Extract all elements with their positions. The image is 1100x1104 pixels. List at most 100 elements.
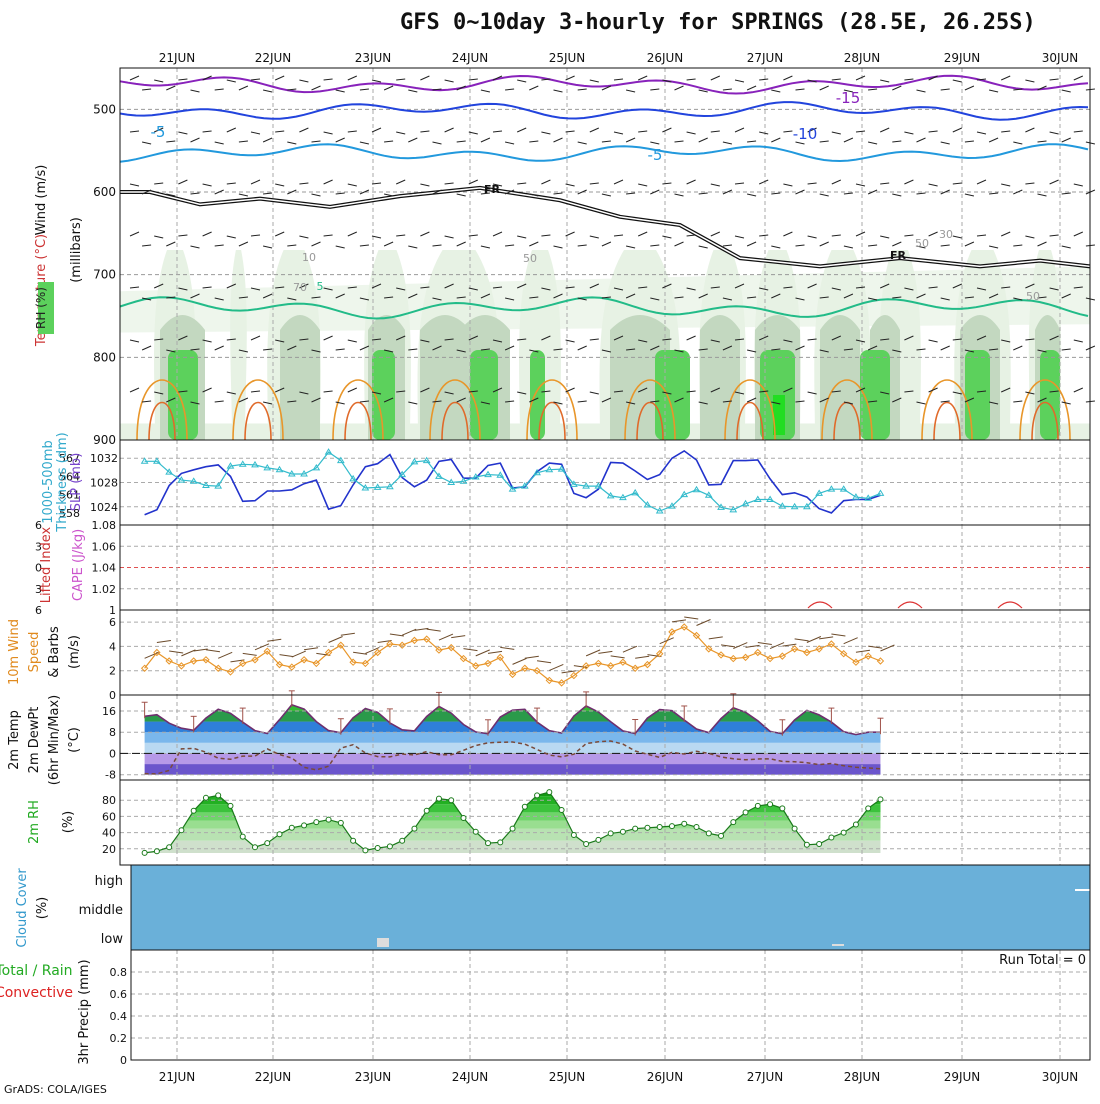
- run-total-label: Run Total = 0: [999, 953, 1086, 968]
- wind-barb: [141, 297, 152, 301]
- wind-barb: [202, 231, 212, 237]
- wind-barb: [698, 192, 708, 195]
- wind-barb: [928, 387, 938, 393]
- wind-barb: [686, 390, 696, 393]
- wind-barb: [867, 141, 878, 145]
- wind-barb: [328, 636, 343, 643]
- wind-barb: [976, 390, 987, 393]
- wind-barb: [708, 636, 723, 640]
- wind-barb: [335, 401, 345, 405]
- wind-barb: [396, 131, 406, 135]
- axis-label: Total / Rain: [0, 963, 73, 979]
- wind-barb: [952, 235, 962, 239]
- wind-speed-point: [705, 645, 713, 653]
- wind-barb: [214, 244, 224, 247]
- tick-label: 6: [35, 519, 42, 532]
- contour-label: 10: [302, 251, 316, 264]
- wind-speed-point: [852, 658, 860, 666]
- rh-point: [460, 815, 467, 822]
- wind-barb: [794, 638, 809, 642]
- wind-barb: [671, 619, 687, 623]
- tick-label: 1032: [90, 452, 118, 465]
- rh-light-area: [120, 423, 1090, 440]
- rh-point: [497, 839, 504, 846]
- wind-barb: [238, 241, 249, 247]
- wind-speed-point: [251, 656, 259, 664]
- wind-barb: [988, 401, 999, 405]
- rh-point: [865, 805, 872, 812]
- wind-barb: [1061, 245, 1071, 249]
- wind-barb: [299, 283, 309, 289]
- rh-point: [595, 836, 602, 843]
- wind-speed-point: [864, 652, 872, 660]
- wind-barb: [371, 79, 382, 83]
- thickness-point: [557, 465, 566, 472]
- tick-label: 0.6: [110, 988, 128, 1001]
- wind-barb: [720, 644, 736, 648]
- wind-barb: [250, 179, 261, 185]
- thickness-point: [226, 462, 235, 469]
- wind-barb: [178, 179, 188, 185]
- temp-band: [144, 753, 881, 765]
- rh-point: [583, 840, 590, 847]
- wind-barb: [650, 189, 660, 195]
- wind-barb: [638, 286, 648, 289]
- wind-barb: [335, 137, 345, 143]
- wind-barb: [359, 244, 369, 247]
- wind-speed-point: [484, 659, 492, 668]
- wind-speed-point: [570, 671, 578, 680]
- wind-barb: [928, 339, 938, 343]
- wind-barb: [589, 338, 599, 341]
- precip-bg: [131, 950, 1090, 1060]
- wind-barb: [190, 245, 200, 249]
- wind-barb: [181, 649, 196, 657]
- wind-barb: [855, 339, 866, 343]
- thickness-point: [876, 489, 885, 496]
- wind-barb: [377, 640, 392, 643]
- wind-barb: [745, 644, 760, 648]
- wind-barb: [1025, 283, 1035, 289]
- wind-barb: [1049, 234, 1059, 237]
- wind-barb: [347, 75, 358, 81]
- rh-point: [153, 848, 160, 855]
- temp-contour-5: [119, 296, 1089, 320]
- wind-barb: [262, 89, 273, 93]
- thickness-point: [165, 468, 174, 475]
- wind-barb: [166, 241, 176, 247]
- wind-barb: [734, 79, 745, 83]
- wind-barb: [456, 397, 466, 403]
- axis-label: 2m RH: [27, 800, 42, 844]
- wind-barb: [710, 339, 720, 343]
- axis-label: 2m Temp: [7, 710, 22, 770]
- contour-label: 50: [915, 237, 929, 250]
- wind-barb: [722, 297, 733, 301]
- wind-barb: [650, 88, 660, 91]
- wind-barb: [383, 193, 394, 197]
- day-label-bottom: 23JUN: [355, 1070, 392, 1084]
- wind-speed-point: [202, 656, 210, 664]
- contour-label: 5: [317, 280, 324, 293]
- wind-barb: [855, 183, 866, 187]
- wind-barb: [287, 244, 297, 247]
- thickness-point: [790, 502, 799, 510]
- temp-band: [144, 710, 881, 722]
- li-arc: [897, 601, 923, 609]
- wind-barb: [831, 335, 842, 341]
- wind-barb: [323, 390, 333, 393]
- thickness-point: [753, 495, 762, 502]
- wind-barb: [940, 297, 950, 301]
- wind-barb: [1049, 131, 1059, 135]
- wind-barb: [480, 137, 491, 143]
- wind-barb: [468, 78, 478, 81]
- wind-barb: [444, 338, 454, 341]
- wind-barb: [613, 131, 624, 135]
- wind-speed-point: [668, 628, 676, 636]
- wind-barb: [480, 89, 491, 93]
- wind-barb: [783, 286, 793, 289]
- wind-barb: [1073, 387, 1084, 393]
- wind-barb: [178, 78, 188, 81]
- wind-barb: [166, 349, 176, 353]
- thickness-point: [140, 457, 149, 464]
- wind-panel: 0 2 4 6 10m Wind Speed & Barbs (m/s): [7, 609, 1091, 702]
- wind-barb: [287, 400, 297, 403]
